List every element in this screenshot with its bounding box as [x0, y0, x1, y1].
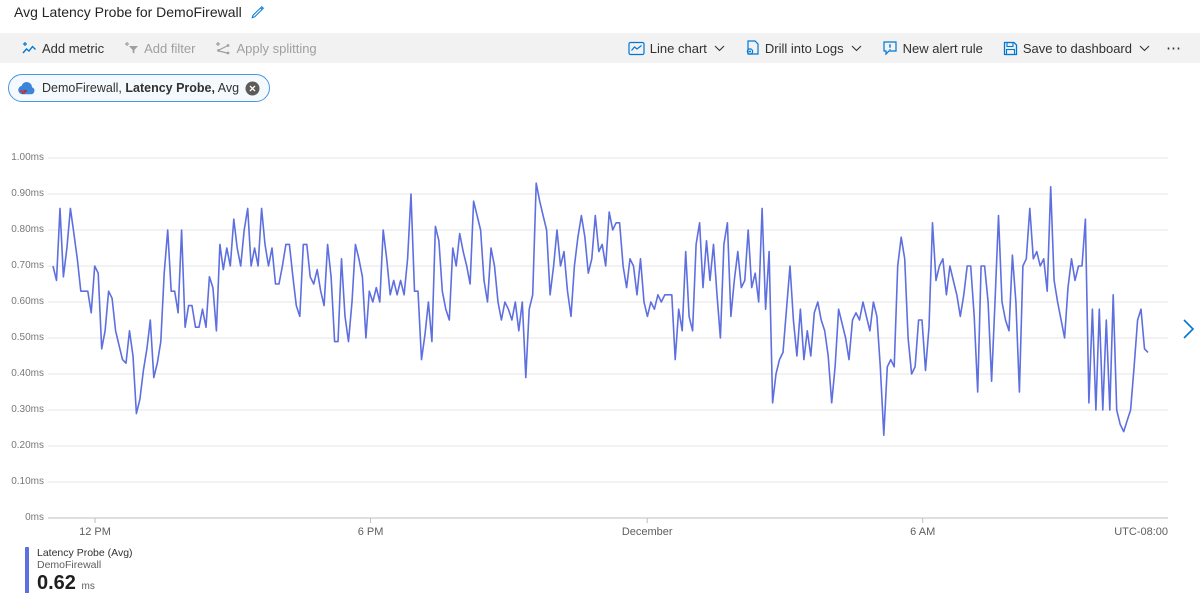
legend-color-bar [25, 547, 29, 593]
save-to-dashboard-button[interactable]: Save to dashboard [995, 35, 1158, 61]
apply-splitting-button[interactable]: Apply splitting [207, 35, 324, 61]
pill-metric: Latency Probe, [125, 81, 215, 95]
firewall-icon [18, 81, 35, 94]
chart-type-label: Line chart [649, 40, 707, 56]
y-tick-label: 0.20ms [11, 440, 44, 451]
x-tick-label: 6 PM [357, 526, 384, 538]
y-tick-label: 0.40ms [11, 368, 44, 379]
chevron-down-icon [851, 45, 862, 51]
more-options-button[interactable]: ⋯ [1162, 35, 1186, 61]
save-icon [1003, 41, 1018, 55]
y-tick-label: 0ms [25, 512, 44, 523]
close-icon [245, 81, 260, 95]
page-title: Avg Latency Probe for DemoFirewall [14, 4, 242, 20]
chevron-down-icon [1139, 45, 1150, 51]
y-tick-label: 1.00ms [11, 152, 44, 163]
chevron-right-icon [1183, 319, 1195, 339]
chart-scroll-right-chevron[interactable] [1182, 317, 1200, 341]
x-tick-label: 6 AM [910, 526, 936, 538]
apply-splitting-label: Apply splitting [236, 40, 317, 56]
legend-text: Latency Probe (Avg) DemoFirewall 0.62 ms [37, 547, 133, 593]
add-metric-icon [22, 42, 36, 54]
y-tick-label: 0.90ms [11, 188, 44, 199]
new-alert-rule-button[interactable]: New alert rule [874, 35, 991, 61]
add-metric-label: Add metric [42, 40, 105, 56]
new-alert-rule-label: New alert rule [902, 40, 983, 56]
drill-into-logs-button[interactable]: Drill into Logs [737, 35, 870, 61]
y-tick-label: 0.80ms [11, 224, 44, 235]
edit-title-button[interactable] [250, 5, 265, 20]
add-metric-button[interactable]: Add metric [14, 35, 112, 61]
chart-type-button[interactable]: Line chart [620, 35, 733, 61]
pill-aggregation: Avg [217, 81, 240, 95]
metric-pill-row: DemoFirewall, Latency Probe, Avg [8, 74, 271, 102]
apply-splitting-icon [216, 42, 230, 55]
metric-pill[interactable]: DemoFirewall, Latency Probe, Avg [8, 74, 271, 102]
more-icon: ⋯ [1166, 40, 1182, 57]
x-tick-label: 12 PM [79, 526, 111, 538]
chevron-down-icon [714, 45, 725, 51]
save-to-dashboard-label: Save to dashboard [1022, 40, 1132, 56]
y-tick-label: 0.30ms [11, 404, 44, 415]
x-tick-label: December [621, 526, 673, 538]
chart-plot-area[interactable] [48, 150, 1168, 530]
legend-resource-name: DemoFirewall [37, 559, 102, 571]
drill-into-logs-icon [746, 40, 759, 55]
y-tick-label: 0.60ms [11, 296, 44, 307]
toolbar-left-group: Add metric Add filter Apply splitting [14, 35, 325, 61]
legend-series-name: Latency Probe (Avg) [37, 547, 133, 559]
pill-text: DemoFirewall, Latency Probe, Avg [42, 81, 239, 95]
drill-into-logs-label: Drill into Logs [764, 40, 844, 56]
pill-resource: DemoFirewall, [42, 81, 122, 95]
add-filter-button[interactable]: Add filter [116, 35, 203, 61]
legend-value: 0.62 ms [37, 572, 95, 593]
y-tick-label: 0.10ms [11, 476, 44, 487]
legend-item[interactable]: Latency Probe (Avg) DemoFirewall 0.62 ms [25, 547, 133, 593]
add-filter-label: Add filter [144, 40, 196, 56]
pencil-icon [251, 5, 264, 18]
legend-unit: ms [81, 581, 95, 592]
y-tick-label: 0.70ms [11, 260, 44, 271]
timezone-label: UTC-08:00 [1114, 526, 1168, 538]
y-tick-label: 0.50ms [11, 332, 44, 343]
remove-metric-button[interactable] [245, 81, 260, 96]
chart-title-row: Avg Latency Probe for DemoFirewall [14, 4, 265, 20]
add-filter-icon [125, 42, 139, 54]
new-alert-rule-icon [883, 41, 897, 56]
toolbar-right-group: Line chart Drill into Logs [620, 35, 1186, 61]
line-chart-icon [628, 41, 645, 55]
chart-toolbar: Add metric Add filter Apply splitting [0, 33, 1200, 63]
